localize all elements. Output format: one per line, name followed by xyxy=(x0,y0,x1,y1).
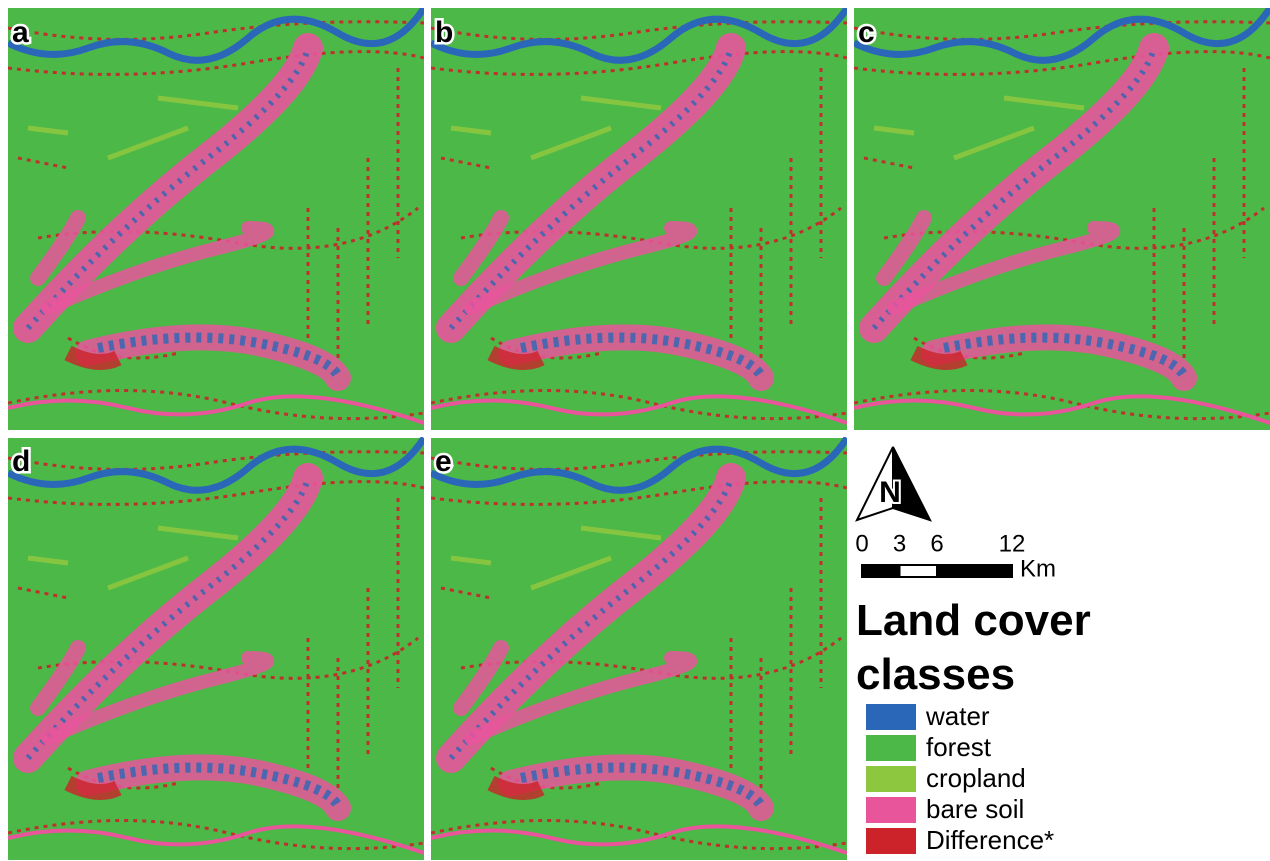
legend-label: water xyxy=(925,701,990,731)
legend-label: Difference* xyxy=(926,825,1054,855)
land-cover-map xyxy=(8,8,424,430)
scale-segment xyxy=(900,565,938,577)
map-panel: b xyxy=(431,8,847,430)
legend-label: cropland xyxy=(926,763,1026,793)
scale-label: 0 xyxy=(855,530,868,557)
legend-swatch xyxy=(866,704,916,730)
legend-swatch xyxy=(866,797,916,823)
page: {"panels": [{"label": "a"}, {"label": "b… xyxy=(0,0,1270,861)
map-panel: e xyxy=(431,438,847,860)
north-arrow: N xyxy=(857,447,930,520)
map-panel: d xyxy=(8,438,424,860)
scale-label: 3 xyxy=(893,530,906,557)
panel-label: b xyxy=(435,16,453,49)
scale-label: 12 xyxy=(999,530,1026,557)
land-cover-map xyxy=(431,8,847,430)
panel-label: d xyxy=(12,445,30,478)
map-panel: c xyxy=(854,8,1270,430)
scale-label: 6 xyxy=(930,530,943,557)
panel-label: a xyxy=(12,16,29,49)
legend-title: Land cover classes xyxy=(856,594,1156,702)
legend-label: forest xyxy=(926,732,992,762)
scale-segment xyxy=(937,565,1012,577)
panel-label: e xyxy=(435,445,452,478)
legend-label: bare soil xyxy=(926,794,1024,824)
panel-label: c xyxy=(858,16,875,49)
land-cover-map xyxy=(854,8,1270,430)
map-panel: a xyxy=(8,8,424,430)
scale-unit: Km xyxy=(1020,555,1056,582)
land-cover-map xyxy=(8,438,424,860)
legend-swatch xyxy=(866,828,916,854)
land-cover-map xyxy=(431,438,847,860)
legend-swatch xyxy=(866,766,916,792)
north-label: N xyxy=(879,476,901,509)
scale-segment xyxy=(862,565,900,577)
figure: N a b c d e 036 12Km waterforestcroplandbare so… xyxy=(0,0,1270,861)
legend-swatch xyxy=(866,735,916,761)
